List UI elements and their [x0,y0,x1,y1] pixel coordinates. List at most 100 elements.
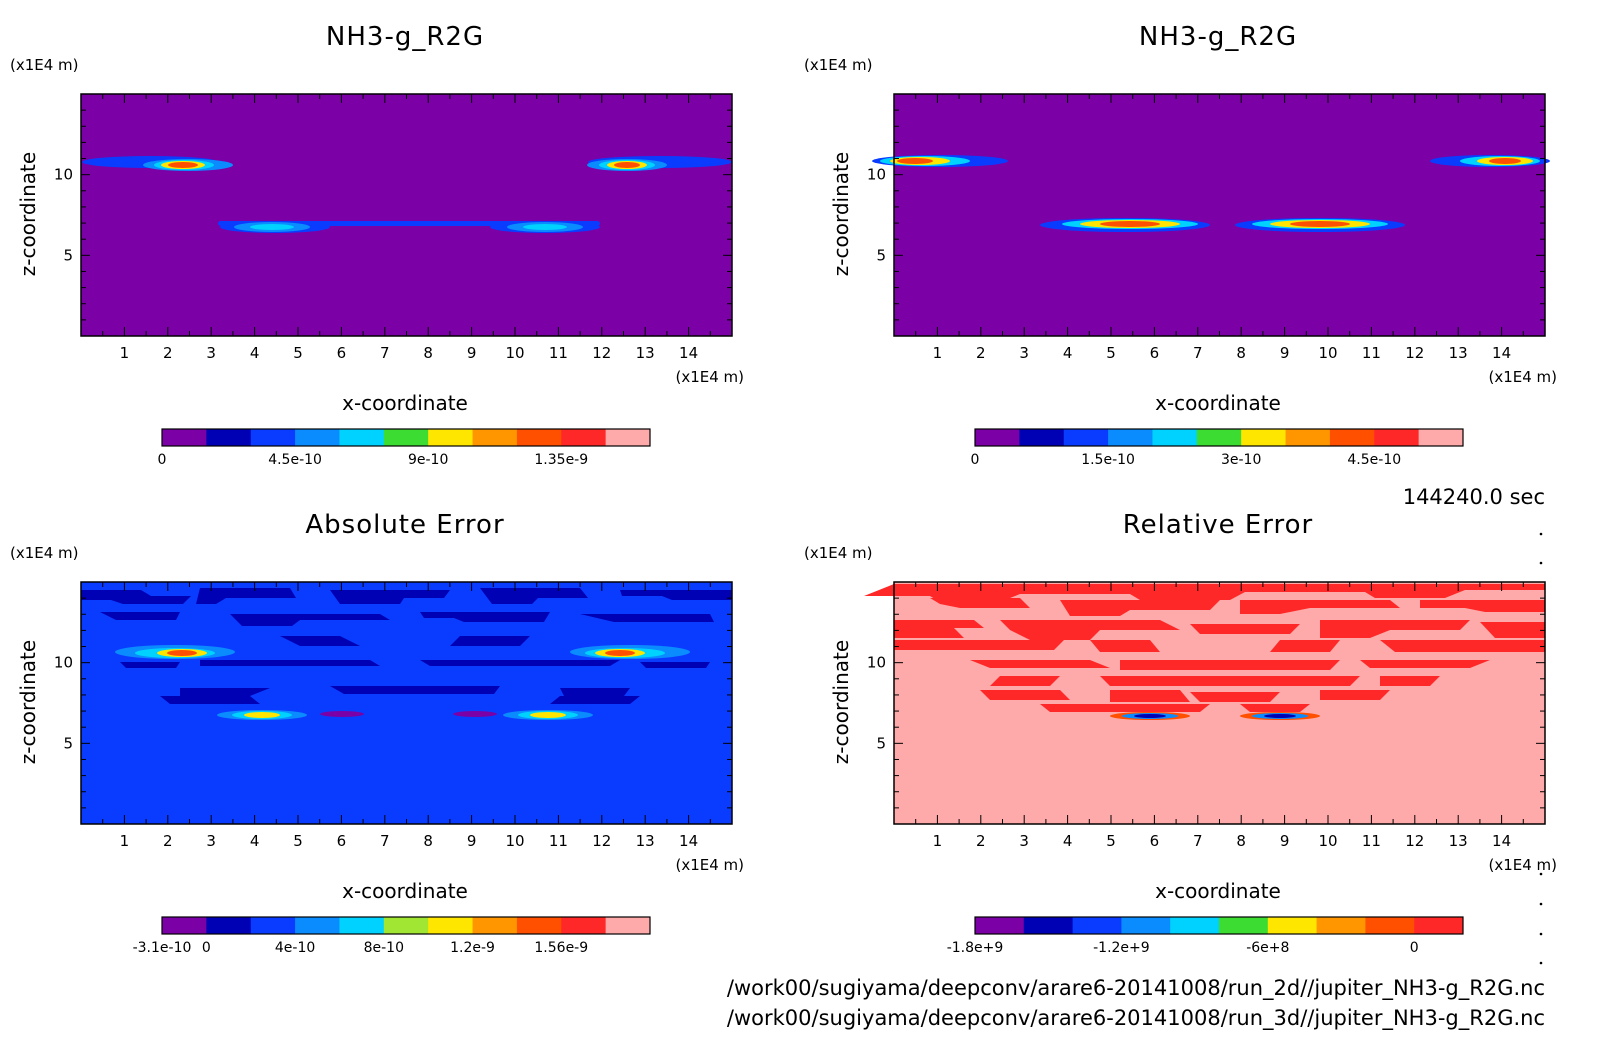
contour-patch [990,676,1060,686]
x-tick-label: 8 [1236,832,1246,850]
x-tick-label: 5 [1106,344,1116,362]
colorbar: 0 1.5e-10 3e-10 4.5e-10 [971,428,1464,468]
colorbar-swatch [1121,917,1171,934]
contour-patch [894,620,984,638]
y-tick-label: 5 [63,734,73,752]
x-tick-label: 3 [206,832,216,850]
x-tick-label: 5 [293,344,303,362]
colorbar-swatch [472,917,518,934]
x-tick-label: 10 [1318,832,1337,850]
colorbar-label: -6e+8 [1246,940,1289,956]
x-unit-label: (x1E4 m) [1488,368,1557,386]
y-unit-label: (x1E4 m) [804,544,873,562]
colorbar-swatch [1019,429,1065,446]
colorbar-label: 0 [202,940,211,956]
colorbar-swatch [1414,917,1464,934]
colorbar-swatch [1152,429,1198,446]
contour-blob [320,711,364,717]
x-tick-label: 13 [1449,832,1468,850]
x-tick-label: 1 [120,344,130,362]
contour-patch [640,662,710,668]
x-tick-label: 6 [337,832,347,850]
contour-blob [1489,158,1521,164]
contour-patch [1420,600,1545,612]
colorbar-swatch [295,917,340,934]
x-tick-label: 11 [549,832,568,850]
contour-blob [1290,221,1350,227]
x-tick-label: 14 [1492,344,1511,362]
contour-patch [1090,640,1160,652]
contour-patch [450,636,530,646]
colorbar-swatch [1329,429,1375,446]
x-tick-label: 10 [505,832,524,850]
contour-features [82,156,732,233]
contour-blob [453,711,497,717]
contour-patch [1240,704,1310,712]
x-tick-label: 7 [1193,832,1203,850]
x-tick-label: 9 [1280,344,1290,362]
x-tick-label: 11 [549,344,568,362]
colorbar-label: 0 [1410,940,1419,956]
x-tick-label: 10 [505,344,524,362]
colorbar-swatch [1285,429,1331,446]
colorbar-swatch [1365,917,1415,934]
y-unit-label: (x1E4 m) [10,56,79,74]
contour-blob [605,650,635,656]
x-tick-label: 8 [423,344,433,362]
colorbar-frame [974,428,1464,447]
contour-patch [480,588,588,604]
dot [1539,902,1543,906]
contour-blob [530,712,566,718]
y-axis-label: z-coordinate [829,640,853,764]
x-tick-label: 4 [250,344,260,362]
colorbar-label: 0 [971,452,980,468]
x-tick-label: 4 [1063,832,1073,850]
contour-patch [1320,690,1390,700]
colorbar-swatch [295,429,340,446]
colorbar-swatch [1241,429,1287,446]
x-tick-label: 12 [592,832,611,850]
dot [1539,932,1543,936]
contour-patch [81,590,191,604]
contour-blob [250,224,294,230]
colorbar-swatch [1418,429,1464,446]
panel-top-right: NH3-g_R2G (x1E4 m) (x1E4 m) x-coordinate… [804,22,1557,468]
colorbar-swatch [516,429,562,446]
x-tick-label: 7 [1193,344,1203,362]
panel-bottom-right: Relative Error (x1E4 m) (x1E4 m) x-coord… [804,510,1557,956]
colorbar-swatch [561,917,607,934]
colorbar-swatch [605,917,651,934]
contour-blob [523,224,567,230]
contour-blob [168,162,198,168]
x-tick-label: 10 [1318,344,1337,362]
x-axis-label: x-coordinate [1155,391,1281,415]
colorbar-swatch [1267,917,1318,934]
y-ticks: 5 10 [867,109,1545,321]
x-tick-label: 9 [467,344,477,362]
x-tick-label: 4 [250,832,260,850]
colorbar-swatch [1316,917,1366,934]
x-tick-label: 8 [1236,344,1246,362]
x-unit-label: (x1E4 m) [675,368,744,386]
colorbar-label: 3e-10 [1221,452,1261,468]
x-ticks: 1 2 3 4 5 6 7 8 9 10 11 12 13 14 [102,582,711,850]
contour-patch [1000,620,1180,640]
contour-patch [1190,624,1300,634]
x-tick-label: 12 [1405,832,1424,850]
contour-patch [200,660,380,666]
y-tick-label: 5 [876,734,886,752]
contour-patch [1100,676,1360,686]
plot-area [894,582,1545,824]
contour-blob [1134,714,1166,718]
x-tick-label: 13 [1449,344,1468,362]
colorbar-label: 1.56e-9 [534,940,588,956]
contour-patch [1380,676,1440,686]
panel-title: NH3-g_R2G [1139,22,1297,52]
panel-title: NH3-g_R2G [326,22,484,52]
colorbar: 0 4.5e-10 9e-10 1.35e-9 [158,428,651,468]
y-ticks: 5 10 [867,597,1545,809]
contour-patch [1240,600,1400,614]
contour-patch [330,590,450,604]
contour-patch [280,636,360,646]
contour-patch [1040,704,1210,712]
